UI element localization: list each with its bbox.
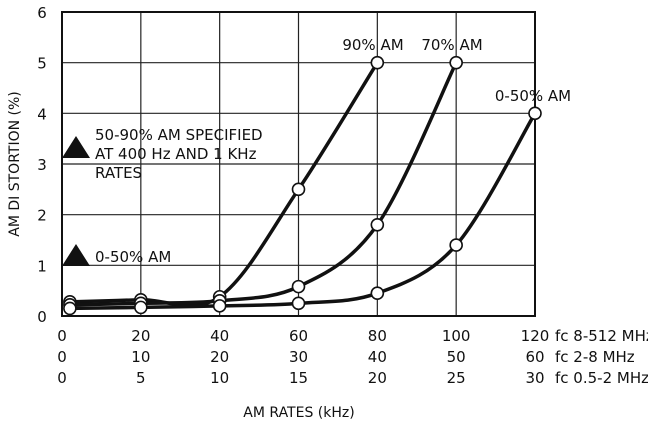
x-tick-label: 10 bbox=[131, 348, 150, 366]
y-tick-label: 0 bbox=[37, 308, 47, 326]
data-point bbox=[449, 238, 463, 252]
y-tick-label: 2 bbox=[37, 207, 47, 225]
x-tick-label: 30 bbox=[525, 369, 544, 387]
x-tick-label: 25 bbox=[447, 369, 466, 387]
triangle-marker-icon bbox=[62, 244, 90, 266]
y-tick-label: 1 bbox=[37, 257, 47, 275]
series-label: 70% AM bbox=[421, 36, 482, 54]
x-tick-label: 60 bbox=[525, 348, 544, 366]
data-point bbox=[370, 286, 385, 301]
x-tick-label: 0 bbox=[57, 327, 67, 345]
data-point bbox=[134, 300, 148, 315]
x-tick-label: 0 bbox=[57, 369, 67, 387]
x-tick-label: 100 bbox=[442, 327, 471, 345]
legend-text: 0-50% AM bbox=[95, 248, 171, 266]
data-point bbox=[63, 301, 77, 316]
triangle-marker-icon bbox=[62, 136, 90, 158]
data-point bbox=[291, 279, 306, 294]
x-tick-label: 5 bbox=[136, 369, 146, 387]
x-tick-label: 10 bbox=[210, 369, 229, 387]
x-tick-label: 50 bbox=[447, 348, 466, 366]
x-tick-label: 20 bbox=[210, 348, 229, 366]
data-point bbox=[212, 299, 227, 313]
data-point bbox=[291, 182, 306, 197]
legend-text: 50-90% AM SPECIFIED bbox=[95, 126, 263, 144]
x-tick-label: 60 bbox=[289, 327, 308, 345]
x-tick-label: 20 bbox=[368, 369, 387, 387]
x-tick-row-suffix: fc 8-512 MHz bbox=[555, 327, 648, 345]
data-point bbox=[449, 55, 463, 70]
data-point bbox=[291, 296, 306, 311]
x-tick-label: 80 bbox=[368, 327, 387, 345]
legend-text: RATES bbox=[95, 164, 142, 182]
y-tick-label: 6 bbox=[37, 4, 47, 22]
x-tick-label: 30 bbox=[289, 348, 308, 366]
x-tick-label: 15 bbox=[289, 369, 308, 387]
x-axis-label: AM RATES (kHz) bbox=[243, 405, 354, 421]
y-tick-label: 4 bbox=[37, 105, 47, 123]
series-line bbox=[69, 61, 458, 307]
x-tick-label: 0 bbox=[57, 348, 67, 366]
series-label: 0-50% AM bbox=[495, 87, 571, 105]
y-tick-label: 5 bbox=[37, 55, 47, 73]
y-tick-labels: 0 1 2 3 4 5 6 bbox=[37, 4, 47, 326]
x-tick-row-suffix: fc 0.5-2 MHz bbox=[555, 369, 648, 387]
plot-frame bbox=[61, 11, 536, 317]
x-tick-label: 20 bbox=[131, 327, 150, 345]
data-point bbox=[370, 55, 385, 70]
x-tick-label: 120 bbox=[521, 327, 550, 345]
x-tick-label: 40 bbox=[210, 327, 229, 345]
x-tick-label: 40 bbox=[368, 348, 387, 366]
legend-text: AT 400 Hz AND 1 KHz bbox=[95, 145, 257, 163]
series-layer: 90% AM 70% AM 0-50% AM bbox=[63, 36, 571, 316]
y-axis-label: AM DI STORTION (%) bbox=[7, 91, 23, 236]
y-tick-label: 3 bbox=[37, 156, 47, 174]
data-point bbox=[528, 106, 542, 121]
series-label: 90% AM bbox=[342, 36, 403, 54]
series-line bbox=[69, 61, 379, 308]
data-point bbox=[370, 218, 385, 232]
x-tick-row-suffix: fc 2-8 MHz bbox=[555, 348, 635, 366]
